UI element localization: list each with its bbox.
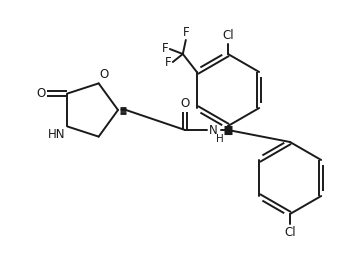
- Text: H: H: [216, 134, 224, 144]
- Text: HN: HN: [48, 128, 66, 141]
- Text: F: F: [165, 55, 172, 69]
- Text: N: N: [209, 124, 218, 136]
- Text: O: O: [100, 68, 109, 81]
- Text: O: O: [36, 87, 46, 100]
- Text: Cl: Cl: [222, 29, 234, 42]
- Text: F: F: [182, 26, 189, 39]
- Text: F: F: [162, 43, 169, 55]
- Text: Cl: Cl: [284, 226, 296, 239]
- Text: O: O: [181, 97, 190, 110]
